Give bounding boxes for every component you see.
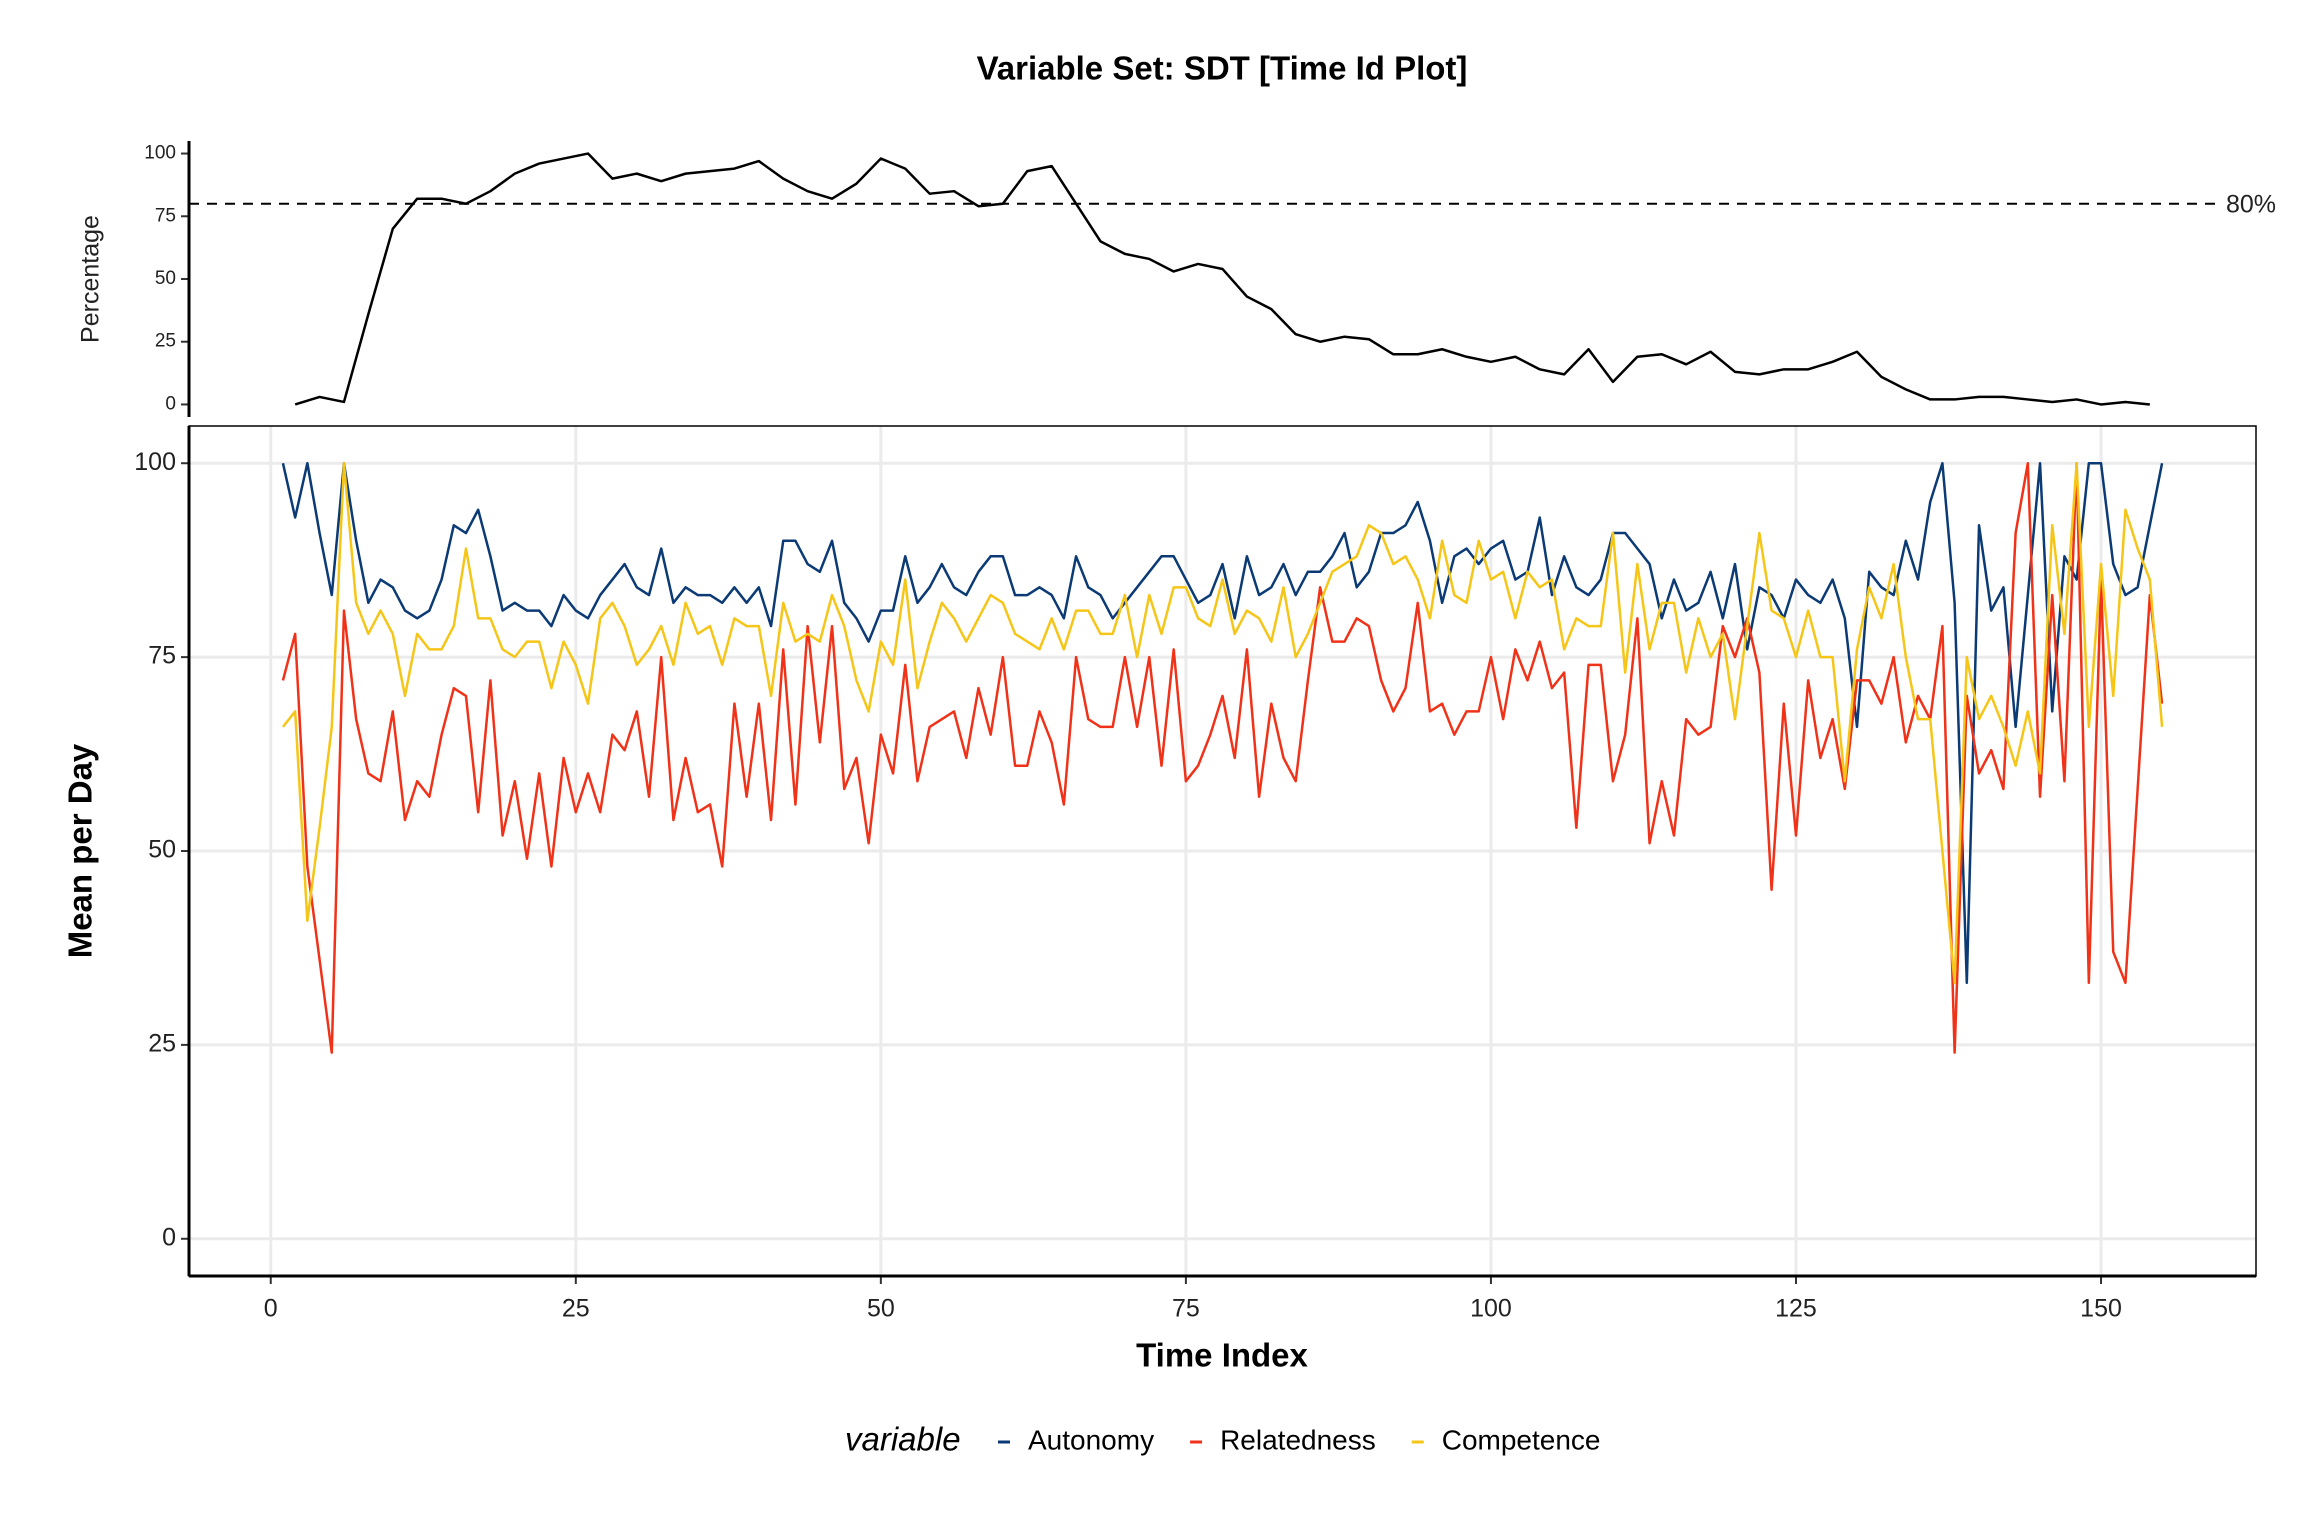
y-tick-label: 0	[165, 393, 176, 414]
y-tick-label: 50	[148, 836, 176, 864]
legend-label: Autonomy	[1028, 1424, 1154, 1455]
y-axis-title: Mean per Day	[62, 743, 99, 958]
chart-title: Variable Set: SDT [Time Id Plot]	[977, 50, 1468, 87]
y-tick-label: 25	[155, 331, 176, 352]
x-tick-label: 100	[1470, 1295, 1512, 1323]
data-line	[294, 152, 2150, 406]
legend-label: Competence	[1442, 1424, 1601, 1455]
legend-label: Relatedness	[1220, 1424, 1376, 1455]
x-tick-label: 150	[2080, 1295, 2122, 1323]
y-axis-title: Percentage	[77, 215, 105, 343]
y-tick-label: 100	[144, 143, 176, 164]
x-tick-label: 25	[562, 1295, 590, 1323]
x-axis-title: Time Index	[1136, 1337, 1308, 1374]
y-tick-label: 0	[162, 1223, 176, 1251]
y-tick-label: 75	[155, 205, 176, 226]
x-tick-label: 0	[264, 1295, 278, 1323]
y-tick-label: 50	[155, 268, 176, 289]
x-tick-label: 125	[1775, 1295, 1817, 1323]
data-line	[281, 461, 2164, 1054]
y-tick-label: 75	[148, 642, 176, 670]
reference-label: 80%	[2226, 190, 2276, 218]
x-tick-label: 50	[867, 1295, 895, 1323]
x-tick-label: 75	[1172, 1295, 1200, 1323]
data-line	[281, 461, 2164, 985]
y-tick-label: 100	[134, 448, 176, 476]
data-line	[281, 461, 2164, 985]
y-tick-label: 25	[148, 1029, 176, 1057]
legend-title: variable	[845, 1421, 961, 1458]
